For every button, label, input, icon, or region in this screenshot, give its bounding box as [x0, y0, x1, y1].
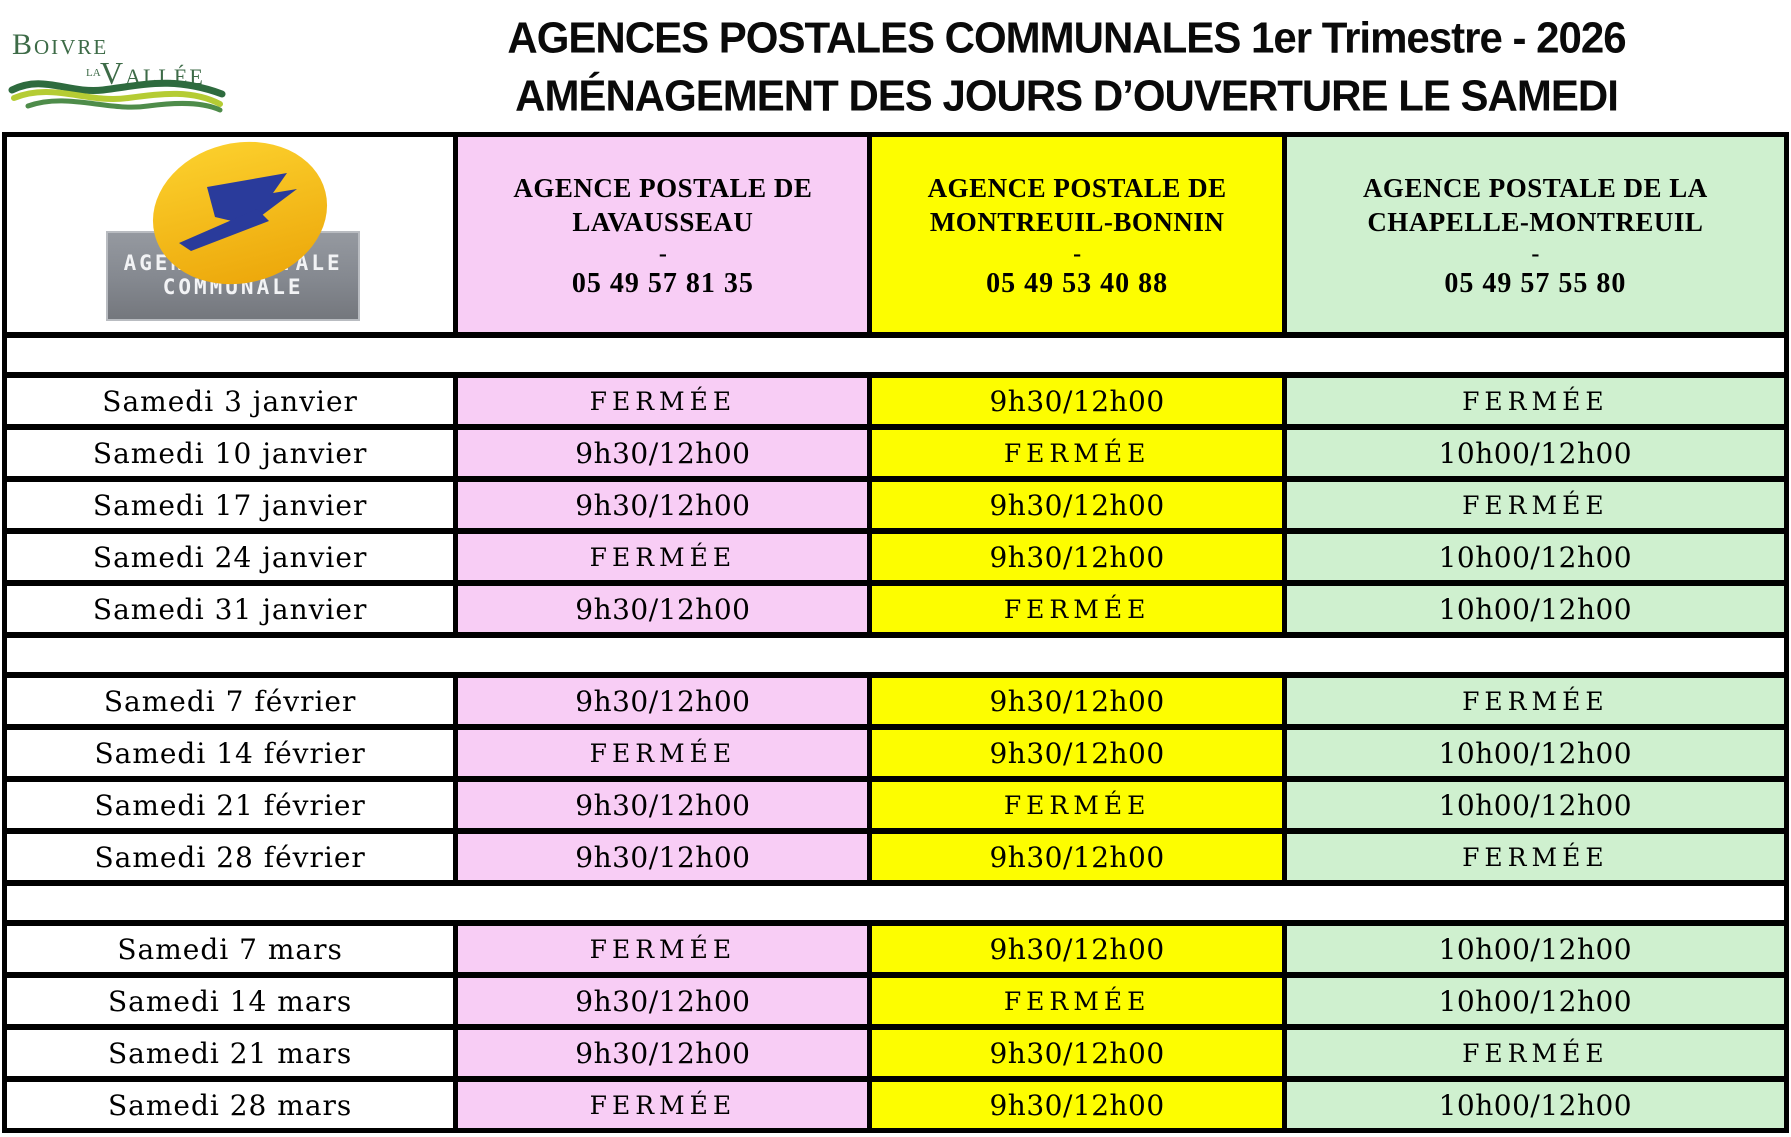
closed-cell: FERMÉE — [458, 926, 868, 972]
agence-postale-communale-logo: AGENCE POSTALE COMMUNALE — [90, 141, 370, 325]
date-cell: Samedi 14 mars — [7, 978, 454, 1024]
hours-cell: 9h30/12h00 — [872, 678, 1282, 724]
closed-cell: FERMÉE — [1286, 482, 1784, 528]
agency-title-line1: AGENCE POSTALE DE — [927, 172, 1227, 203]
schedule-row: Samedi 28 mars FERMÉE 9h30/12h00 10h00/12h0… — [7, 1082, 1784, 1128]
agency-title-line2: CHAPELLE-MONTREUIL — [1367, 206, 1704, 237]
closed-cell: FERMÉE — [872, 430, 1282, 476]
hours-cell: 9h30/12h00 — [458, 482, 868, 528]
date-cell: Samedi 21 mars — [7, 1030, 454, 1076]
document-title: AGENCES POSTALES COMMUNALES 1er Trimestr… — [350, 4, 1783, 130]
date-cell: Samedi 10 janvier — [7, 430, 454, 476]
agency-title-line1: AGENCE POSTALE DE — [513, 172, 813, 203]
muni-logo-word1: Boivre — [12, 28, 108, 61]
date-cell: Samedi 28 mars — [7, 1082, 454, 1128]
closed-cell: FERMÉE — [1286, 834, 1784, 880]
closed-cell: FERMÉE — [458, 730, 868, 776]
date-cell: Samedi 31 janvier — [7, 586, 454, 632]
table-header-row: AGENCE POSTALE COMMUNALE — [7, 137, 1784, 332]
date-cell: Samedi 7 mars — [7, 926, 454, 972]
schedule-row: Samedi 24 janvier FERMÉE 9h30/12h00 10h00/1… — [7, 534, 1784, 580]
hours-cell: 10h00/12h00 — [1286, 926, 1784, 972]
date-cell: Samedi 28 février — [7, 834, 454, 880]
boivre-la-vallee-logo: Boivre la Vallée — [8, 28, 226, 113]
schedule-row: Samedi 3 janvier FERMÉE 9h30/12h00 FERMÉE — [7, 378, 1784, 424]
agency-header-chapelle-montreuil: AGENCE POSTALE DE LA CHAPELLE-MONTREUIL … — [1286, 137, 1784, 332]
schedule-table: AGENCE POSTALE COMMUNALE — [2, 132, 1789, 1133]
schedule-row: Samedi 7 mars FERMÉE 9h30/12h00 10h00/12h00 — [7, 926, 1784, 972]
agency-title-line2: LAVAUSSEAU — [572, 206, 754, 237]
hours-cell: 9h30/12h00 — [872, 730, 1282, 776]
agency-phone: 05 49 57 81 35 — [571, 267, 754, 299]
hours-cell: 10h00/12h00 — [1286, 534, 1784, 580]
closed-cell: FERMÉE — [458, 1082, 868, 1128]
schedule-row: Samedi 31 janvier 9h30/12h00 FERMÉE 10h00/1… — [7, 586, 1784, 632]
laposte-plate-line2: COMMUNALE — [162, 275, 304, 299]
date-cell: Samedi 24 janvier — [7, 534, 454, 580]
hours-cell: 9h30/12h00 — [872, 378, 1282, 424]
hours-cell: 9h30/12h00 — [872, 534, 1282, 580]
hours-cell: 9h30/12h00 — [872, 1030, 1282, 1076]
agency-title-line1: AGENCE POSTALE DE LA — [1362, 172, 1708, 203]
hours-cell: 9h30/12h00 — [458, 430, 868, 476]
hours-cell: 10h00/12h00 — [1286, 978, 1784, 1024]
schedule-row: Samedi 28 février 9h30/12h00 9h30/12h00 FER… — [7, 834, 1784, 880]
agency-header-montreuil-bonnin: AGENCE POSTALE DE MONTREUIL-BONNIN - 05 … — [872, 137, 1282, 332]
agency-separator: - — [658, 240, 667, 267]
agency-separator: - — [1073, 240, 1082, 267]
hours-cell: 9h30/12h00 — [458, 782, 868, 828]
closed-cell: FERMÉE — [458, 378, 868, 424]
closed-cell: FERMÉE — [1286, 1030, 1784, 1076]
schedule-row: Samedi 14 février FERMÉE 9h30/12h00 10h00/1… — [7, 730, 1784, 776]
agency-phone: 05 49 57 55 80 — [1444, 267, 1627, 299]
hours-cell: 9h30/12h00 — [458, 834, 868, 880]
schedule-row: Samedi 21 février 9h30/12h00 FERMÉE 10h00/1… — [7, 782, 1784, 828]
hours-cell: 9h30/12h00 — [458, 1030, 868, 1076]
agency-phone: 05 49 53 40 88 — [986, 267, 1169, 299]
hours-cell: 9h30/12h00 — [458, 678, 868, 724]
date-cell: Samedi 3 janvier — [7, 378, 454, 424]
closed-cell: FERMÉE — [458, 534, 868, 580]
closed-cell: FERMÉE — [872, 978, 1282, 1024]
section-spacer — [7, 638, 1784, 672]
hours-cell: 9h30/12h00 — [458, 978, 868, 1024]
hours-cell: 9h30/12h00 — [872, 1082, 1282, 1128]
hours-cell: 9h30/12h00 — [458, 586, 868, 632]
hours-cell: 10h00/12h00 — [1286, 730, 1784, 776]
schedule-row: Samedi 10 janvier 9h30/12h00 FERMÉE 10h00/1… — [7, 430, 1784, 476]
hours-cell: 10h00/12h00 — [1286, 430, 1784, 476]
laposte-logo-cell: AGENCE POSTALE COMMUNALE — [7, 137, 454, 332]
schedule-row: Samedi 14 mars 9h30/12h00 FERMÉE 10h00/12h0… — [7, 978, 1784, 1024]
closed-cell: FERMÉE — [1286, 378, 1784, 424]
section-spacer — [7, 886, 1784, 920]
date-cell: Samedi 21 février — [7, 782, 454, 828]
date-cell: Samedi 17 janvier — [7, 482, 454, 528]
agency-header-lavausseau: AGENCE POSTALE DE LAVAUSSEAU - 05 49 57 … — [458, 137, 868, 332]
hours-cell: 10h00/12h00 — [1286, 1082, 1784, 1128]
date-cell: Samedi 7 février — [7, 678, 454, 724]
hours-cell: 9h30/12h00 — [872, 482, 1282, 528]
closed-cell: FERMÉE — [872, 782, 1282, 828]
laposte-bird-icon — [153, 141, 328, 284]
hours-cell: 9h30/12h00 — [872, 926, 1282, 972]
agency-separator: - — [1531, 240, 1540, 267]
agency-title-line2: MONTREUIL-BONNIN — [929, 206, 1225, 237]
section-spacer — [7, 338, 1784, 372]
hours-cell: 10h00/12h00 — [1286, 782, 1784, 828]
closed-cell: FERMÉE — [1286, 678, 1784, 724]
title-line-2: AMÉNAGEMENT DES JOURS D’OUVERTURE LE SAM… — [515, 71, 1619, 120]
hours-cell: 10h00/12h00 — [1286, 586, 1784, 632]
schedule-row: Samedi 7 février 9h30/12h00 9h30/12h00 FERM… — [7, 678, 1784, 724]
schedule-row: Samedi 21 mars 9h30/12h00 9h30/12h00 FERMÉE — [7, 1030, 1784, 1076]
date-cell: Samedi 14 février — [7, 730, 454, 776]
muni-logo-word2: la — [86, 64, 101, 80]
title-line-1: AGENCES POSTALES COMMUNALES 1er Trimestr… — [507, 13, 1626, 62]
hours-cell: 9h30/12h00 — [872, 834, 1282, 880]
schedule-row: Samedi 17 janvier 9h30/12h00 9h30/12h00 FER… — [7, 482, 1784, 528]
muni-logo-waves — [8, 79, 226, 113]
closed-cell: FERMÉE — [872, 586, 1282, 632]
